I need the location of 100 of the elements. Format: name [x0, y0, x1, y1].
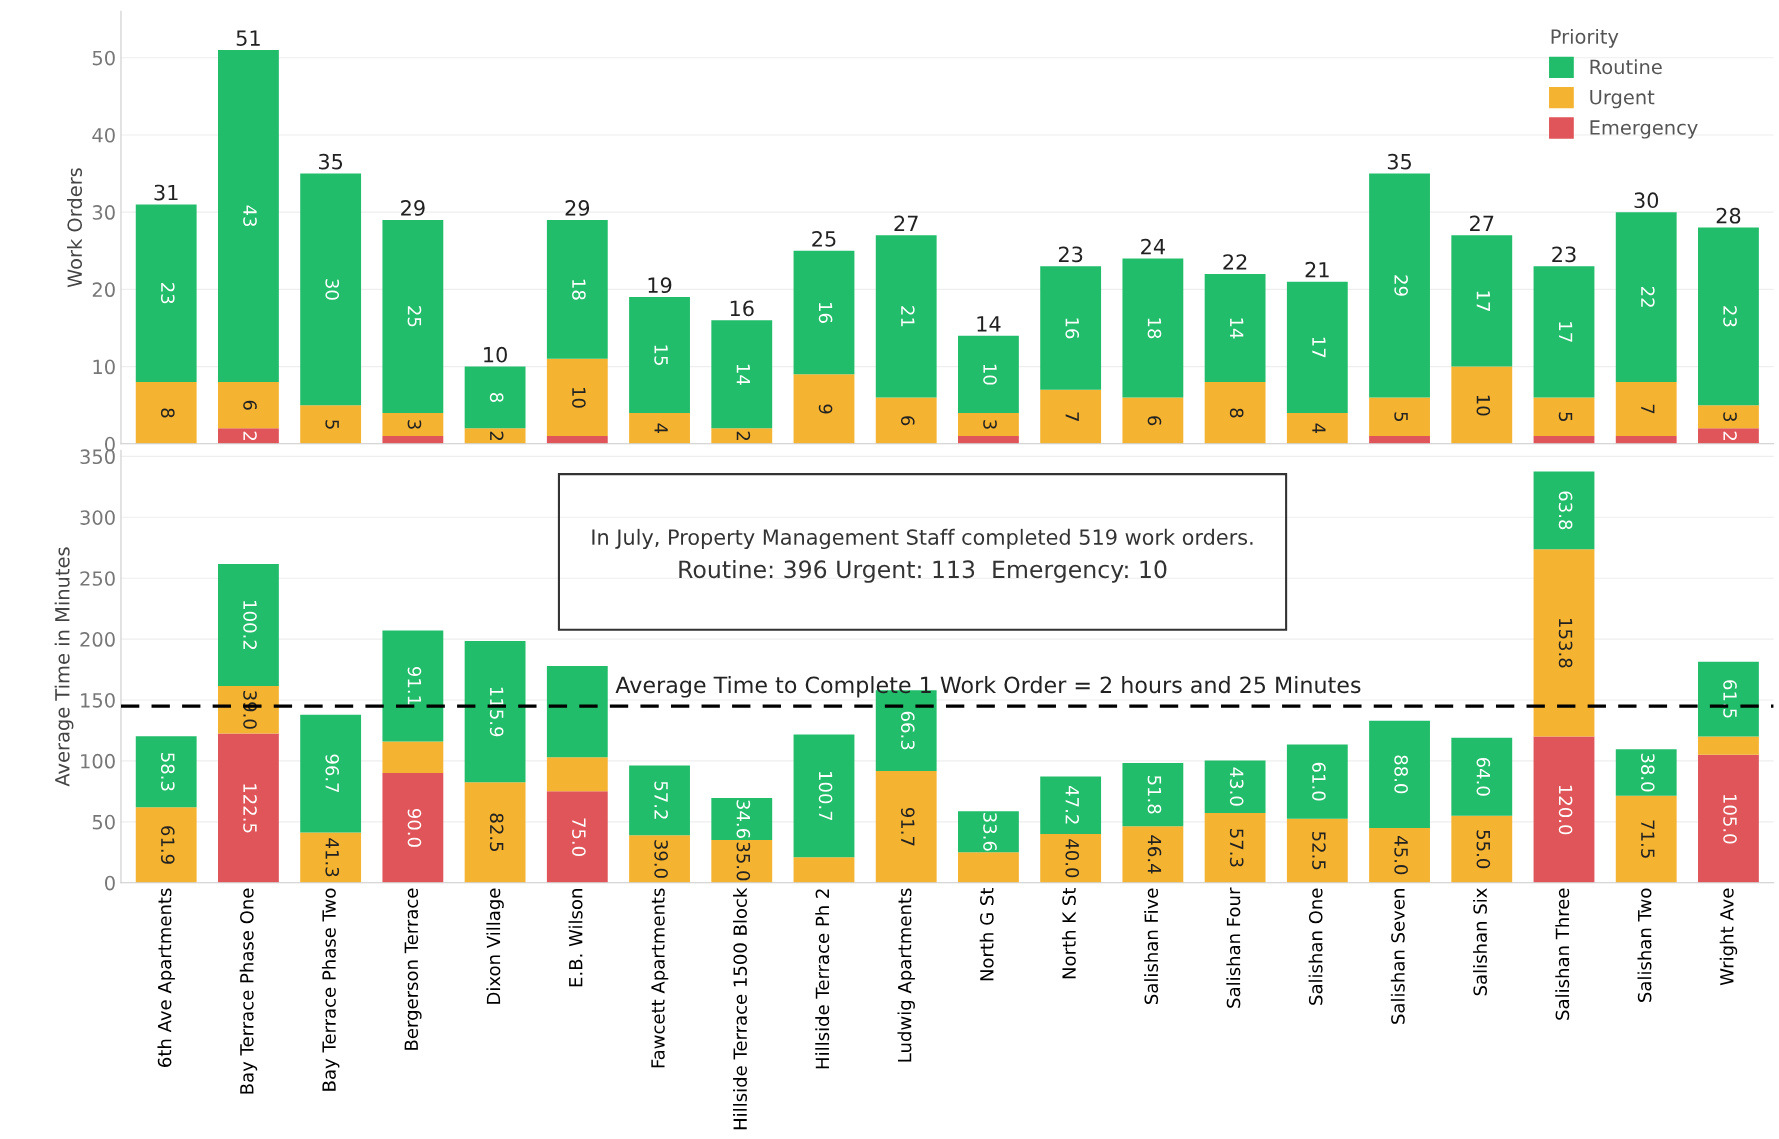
bar: [382, 412, 444, 437]
bar: [1369, 720, 1430, 828]
bar: [1369, 827, 1430, 883]
data-label: 75.0: [572, 818, 586, 856]
total-label: 27: [1470, 215, 1494, 231]
data-label: 153.8: [1558, 619, 1573, 668]
data-label: 91.7: [900, 807, 915, 846]
total-label: 51: [236, 30, 260, 46]
bar: [135, 204, 197, 383]
data-label: 3: [983, 420, 997, 429]
bar: [1040, 776, 1102, 834]
x-tick-label: Fawcett Apartments: [651, 888, 669, 1068]
bar: [1698, 428, 1759, 444]
bar: [218, 428, 279, 444]
legend-label: Emergency: [1590, 120, 1698, 139]
data-label: 2: [243, 431, 257, 441]
bar: [1204, 812, 1266, 883]
data-label: 91.1: [407, 666, 422, 705]
bar: [1122, 826, 1184, 883]
x-tick-label: Hillside Terrace Ph 2: [815, 889, 830, 1069]
bar: [1204, 382, 1266, 444]
bar: [629, 412, 690, 444]
data-label: 43: [243, 205, 257, 227]
bar: [1286, 744, 1348, 819]
data-label: 5: [325, 420, 339, 429]
x-tick-label: Salishan Three: [1555, 888, 1570, 1020]
x-tick-label: Salishan Two: [1637, 888, 1652, 1002]
data-label: 105.0: [1723, 794, 1737, 844]
bar: [135, 736, 197, 808]
x-tick-label: Salishan Four: [1226, 887, 1241, 1008]
data-label: 45.0: [1394, 836, 1408, 875]
bar: [1615, 436, 1677, 444]
bar: [1286, 412, 1348, 444]
data-label: 14: [1230, 318, 1244, 339]
data-label: 16: [1065, 318, 1080, 339]
data-label: 57.2: [654, 781, 668, 819]
bar: [1122, 258, 1184, 398]
data-label: 14: [736, 364, 750, 385]
data-label: 21: [901, 306, 915, 327]
data-label: 2: [1723, 431, 1737, 441]
bar: [1369, 173, 1430, 398]
bar: [300, 714, 362, 833]
data-label: 82.5: [489, 813, 504, 851]
data-label: 17: [1312, 337, 1326, 358]
total-label: 14: [977, 316, 1001, 332]
y-tick-label: 50: [92, 814, 115, 830]
bar: [629, 835, 690, 883]
bar: [218, 563, 279, 686]
data-label: 16: [818, 303, 833, 323]
data-label: 61.9: [160, 826, 175, 864]
bar: [1698, 227, 1759, 406]
bar: [218, 382, 279, 429]
data-label: 100.7: [818, 771, 833, 821]
bar: [711, 428, 773, 444]
bar: [1286, 818, 1348, 883]
data-label: 115.9: [489, 687, 504, 737]
annotation: In July, Property Management Staff completed 519 work orders.: [592, 528, 1253, 550]
bar: [1533, 549, 1595, 737]
y-tick-label: 50: [92, 50, 115, 66]
data-label: 33.6: [983, 813, 997, 851]
bar: [382, 741, 444, 774]
bar: [1698, 736, 1759, 755]
x-tick-label: 6th Ave Apartments: [157, 888, 175, 1067]
y-tick-label: 0: [105, 875, 115, 891]
total-label: 21: [1305, 261, 1329, 278]
bar: [1204, 760, 1266, 813]
y-tick-label: 30: [92, 205, 115, 220]
total-label: 30: [1634, 192, 1659, 209]
x-tick-label: Salishan One: [1308, 888, 1323, 1005]
data-label: 18: [1147, 318, 1162, 339]
bar: [300, 832, 362, 883]
bar: [382, 630, 444, 742]
bar: [1451, 366, 1513, 444]
data-label: 90.0: [407, 808, 422, 847]
data-label: 57.3: [1229, 829, 1244, 867]
data-label: 23: [160, 283, 175, 304]
total-label: 27: [894, 215, 918, 231]
total-label: 29: [565, 200, 590, 216]
bar: [793, 374, 855, 444]
data-label: 10: [983, 364, 997, 385]
data-label: 66.3: [900, 711, 915, 750]
data-label: 40.0: [1065, 839, 1080, 878]
data-label: 15: [654, 345, 668, 365]
total-label: 31: [154, 184, 178, 201]
bar: [1615, 749, 1677, 796]
bar: [464, 641, 526, 783]
data-label: 38.0: [1640, 753, 1655, 792]
bar: [218, 50, 279, 383]
data-label: 43.0: [1229, 767, 1244, 806]
bar: [629, 765, 690, 836]
data-label: 3: [1723, 412, 1737, 422]
data-label: 7: [1065, 412, 1079, 421]
data-label: 17: [1476, 291, 1490, 311]
total-label: 23: [1058, 246, 1083, 263]
x-tick-label: Salishan Six: [1473, 888, 1488, 996]
annotation: Routine: 396 Urgent: 113 Emergency: 10: [679, 559, 1167, 583]
bar: [1040, 389, 1102, 444]
bar: [1615, 382, 1677, 437]
bar: [1204, 273, 1266, 383]
bar: [300, 173, 362, 406]
